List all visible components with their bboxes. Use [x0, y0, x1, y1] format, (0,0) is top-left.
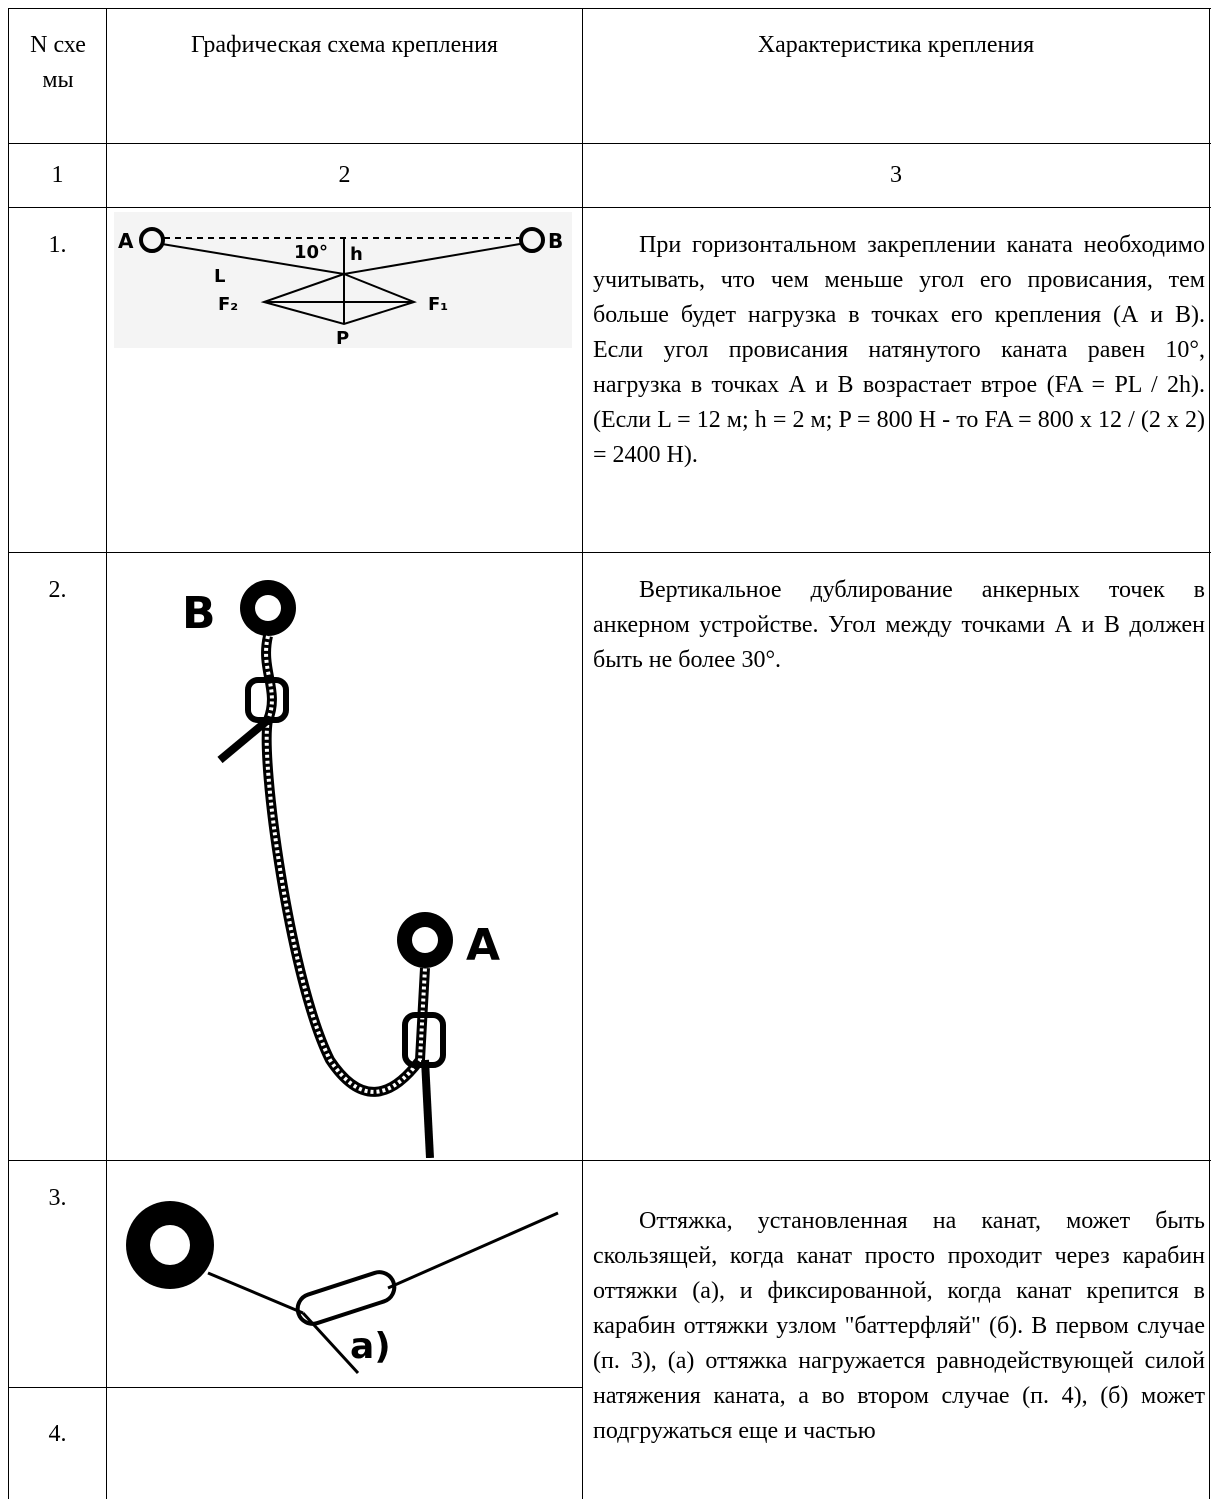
rope-end [421, 1059, 434, 1158]
diagram-label: 10° [294, 242, 328, 263]
rope-end [217, 716, 271, 764]
column-number: 2 [338, 162, 351, 188]
description: При горизонтальном закреплении каната не… [593, 232, 1205, 468]
anchor [139, 227, 165, 253]
diagram-horizontal: A B L 10° h F₂ F₁ P [114, 212, 572, 348]
diagram-label: B [548, 229, 563, 253]
rope [261, 634, 430, 1097]
diagram-label: а) [350, 1326, 391, 1367]
force-diamond [260, 272, 417, 326]
border [8, 8, 9, 1499]
header-cell: Графическая схема крепления [191, 32, 498, 58]
anchor-hole [150, 1225, 190, 1265]
carabiner [295, 1270, 397, 1326]
description: Вертикальное дублирование анкерных точек… [593, 577, 1205, 673]
anchor-hole [255, 595, 281, 621]
diagram-label: L [214, 266, 225, 287]
row-number: 1. [48, 232, 67, 258]
header-cell: Характеристика крепления [757, 32, 1035, 58]
knot [245, 677, 289, 723]
border [582, 8, 583, 1499]
column-number: 1 [51, 162, 64, 188]
rope [264, 635, 427, 1094]
border [8, 1160, 1211, 1161]
border [8, 207, 1211, 208]
diagram-label: B [182, 588, 216, 639]
border [106, 8, 107, 1499]
diagram-vertical: B A [182, 580, 500, 1158]
diagram-label: F₁ [428, 294, 448, 315]
row-number: 3. [48, 1185, 67, 1211]
diagram-label: A [466, 920, 500, 971]
row-number: 4. [48, 1421, 67, 1447]
border [1209, 8, 1210, 1499]
column-number: 3 [890, 162, 902, 188]
diagram-label: A [118, 229, 134, 253]
rope [207, 1271, 304, 1315]
knot [402, 1012, 446, 1068]
border [8, 552, 1211, 553]
rope [387, 1211, 559, 1290]
diagram-label: h [350, 244, 363, 265]
diagram-guy: а) [126, 1201, 559, 1375]
row-number: 2. [48, 577, 67, 603]
border [8, 8, 1211, 9]
description: Оттяжка, установленная на канат, может б… [593, 1208, 1205, 1444]
anchor [519, 227, 545, 253]
diagram-label: P [336, 328, 349, 348]
header-cell: N схемы [30, 32, 86, 93]
diagram-label: F₂ [218, 294, 238, 315]
border [8, 143, 1211, 144]
anchor-hole [412, 927, 438, 953]
border [8, 1387, 582, 1388]
